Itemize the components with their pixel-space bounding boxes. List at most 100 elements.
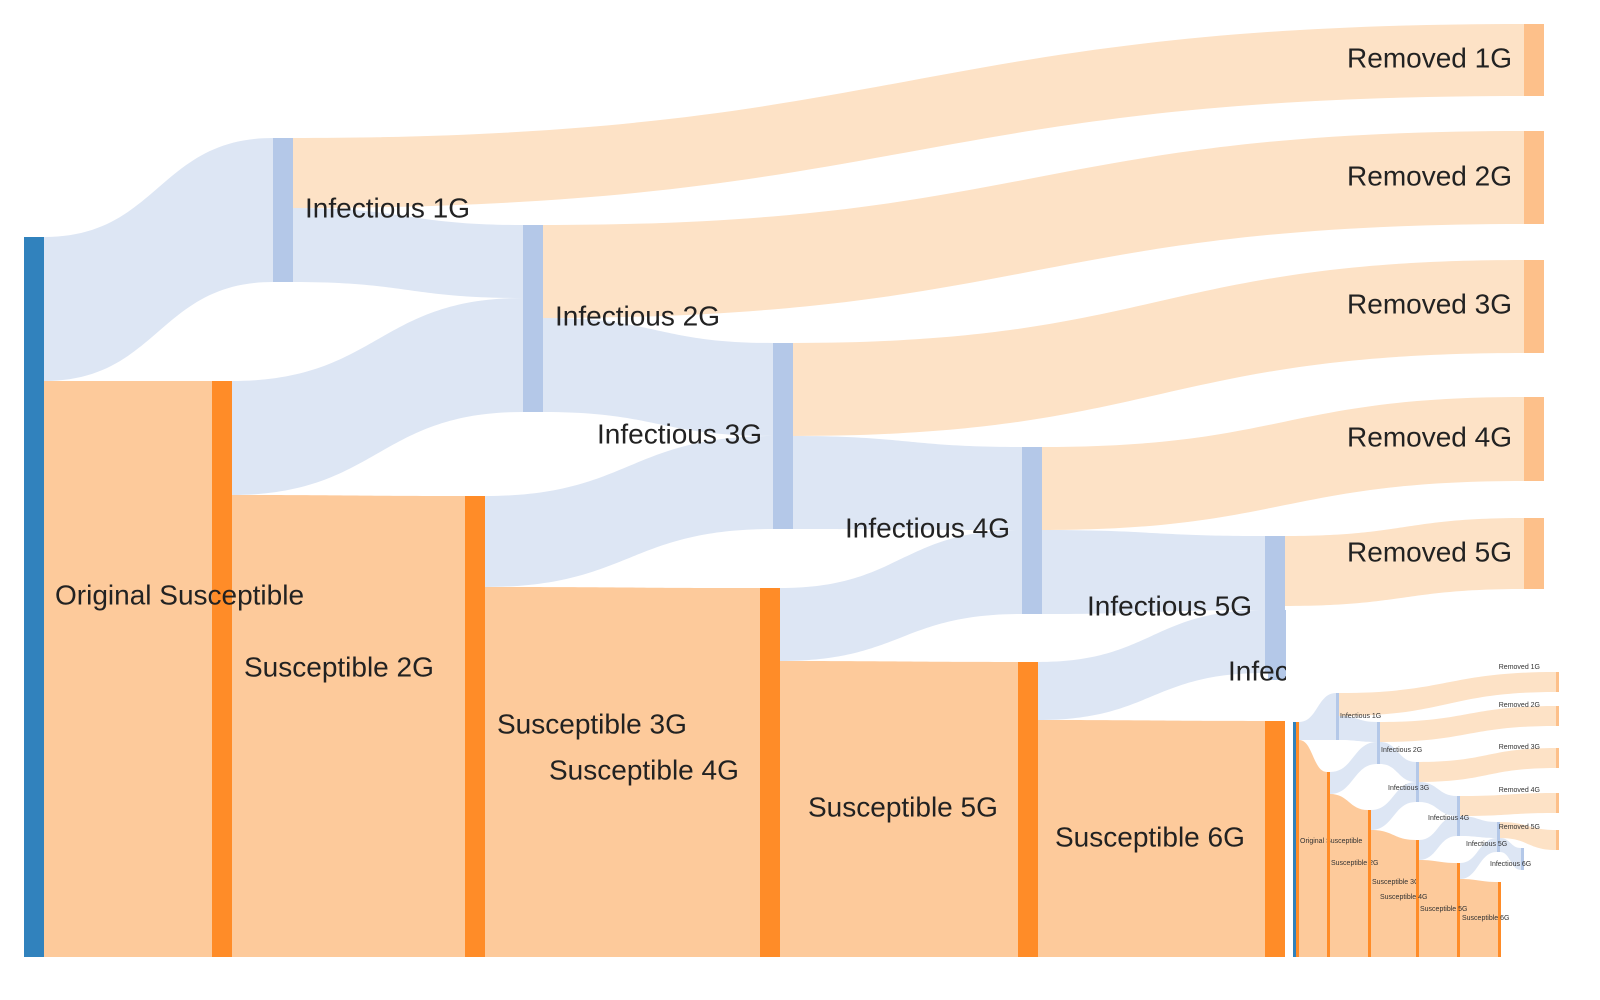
inset-label-i1: Infectious 1G <box>1340 713 1381 720</box>
sankey-labels: Original Susceptible Susceptible 2G Suscep… <box>55 42 1512 852</box>
inset-link-i5-to-i6 <box>1500 838 1521 870</box>
label-r2: Removed 2G <box>1347 160 1512 191</box>
inset-node-s2 <box>1327 772 1330 957</box>
node-r3 <box>1524 260 1544 353</box>
sankey-nodes <box>24 24 1544 957</box>
link-i4-to-r4 <box>1042 397 1524 530</box>
node-i2 <box>523 225 543 412</box>
inset-label-i6: Infectious 6G <box>1490 861 1531 868</box>
inset-label-r2: Removed 2G <box>1499 702 1540 709</box>
inset-link-i1-to-i2 <box>1339 716 1377 742</box>
node-r1 <box>1524 24 1544 96</box>
node-i3 <box>773 343 793 529</box>
node-i1 <box>273 138 293 282</box>
label-s5: Susceptible 5G <box>808 791 998 822</box>
inset-node-r4 <box>1556 793 1559 813</box>
node-r4 <box>1524 397 1544 481</box>
link-i3-to-r3 <box>793 260 1524 436</box>
link-s1-to-i2 <box>232 298 523 495</box>
inset-node-r5 <box>1556 830 1559 850</box>
label-s6: Susceptible 6G <box>1055 821 1245 852</box>
inset-link-i5-to-r5 <box>1500 822 1556 850</box>
inset-label-s1: Original Susceptible <box>1300 838 1362 845</box>
inset-node-r1 <box>1556 672 1559 692</box>
link-root-to-i1 <box>44 138 273 381</box>
link-s4-to-i5 <box>1038 610 1265 720</box>
label-r1: Removed 1G <box>1347 42 1512 73</box>
link-root-to-s1 <box>44 381 212 957</box>
link-s3-to-i4 <box>780 530 1022 661</box>
inset-node-i2 <box>1377 722 1380 764</box>
node-s3 <box>760 588 780 957</box>
inset-label-s6: Susceptible 6G <box>1462 915 1509 922</box>
inset-label-s2: Susceptible 2G <box>1331 860 1378 867</box>
inset-label-i5: Infectious 5G <box>1466 841 1507 848</box>
inset-link-s2-to-s3 <box>1330 794 1368 957</box>
sankey-links <box>44 24 1524 957</box>
inset-label-i3: Infectious 3G <box>1388 785 1429 792</box>
label-i3: Infectious 3G <box>597 418 762 449</box>
label-s1: Original Susceptible <box>55 579 304 610</box>
inset-link-s5-to-i5 <box>1460 838 1497 879</box>
label-i4: Infectious 4G <box>845 512 1010 543</box>
node-s1 <box>212 381 232 957</box>
inset-label-s4: Susceptible 4G <box>1380 894 1427 901</box>
inset-link-s5-to-s6 <box>1460 879 1498 957</box>
inset-node-s4 <box>1416 840 1419 957</box>
node-s2 <box>465 496 485 957</box>
inset-node-i3 <box>1416 762 1419 802</box>
label-i2: Infectious 2G <box>555 300 720 331</box>
inset-node-i6 <box>1521 848 1524 870</box>
node-i6 <box>1268 610 1288 680</box>
inset-link-i1-to-r1 <box>1339 672 1556 716</box>
inset-node-root <box>1293 722 1296 957</box>
inset-label-r4: Removed 4G <box>1499 787 1540 794</box>
label-r3: Removed 3G <box>1347 288 1512 319</box>
link-i3-to-i4 <box>793 436 1022 530</box>
node-root <box>24 237 44 957</box>
link-s1-to-s2 <box>232 495 465 957</box>
label-i5: Infectious 5G <box>1087 590 1252 621</box>
inset-node-r2 <box>1556 706 1559 726</box>
inset-link-s1-to-s2 <box>1299 740 1327 957</box>
inset-node-r3 <box>1556 748 1559 768</box>
label-s3: Susceptible 3G <box>497 708 687 739</box>
label-r4: Removed 4G <box>1347 421 1512 452</box>
inset-label-i4: Infectious 4G <box>1428 815 1469 822</box>
inset-link-s3-to-s4 <box>1371 830 1416 957</box>
link-i1-to-i2 <box>293 208 523 298</box>
inset-link-i2-to-r2 <box>1380 706 1556 742</box>
inset-label-s3: Susceptible 3G <box>1372 879 1419 886</box>
label-s2: Susceptible 2G <box>244 651 434 682</box>
link-s4-to-s5 <box>1038 720 1265 957</box>
inset-link-i3-to-r3 <box>1419 748 1556 782</box>
label-i1: Infectious 1G <box>305 192 470 223</box>
inset-label-r5: Removed 5G <box>1499 824 1540 831</box>
node-s4 <box>1018 662 1038 957</box>
inset-node-s5 <box>1457 863 1460 957</box>
inset-node-s1 <box>1296 722 1299 957</box>
inset-link-s2-to-i2 <box>1330 742 1377 794</box>
node-i4 <box>1022 447 1042 614</box>
node-r5 <box>1524 518 1544 589</box>
label-i6: Infec <box>1228 655 1289 686</box>
inset-link-i4-to-i5 <box>1460 816 1497 838</box>
link-i2-to-r2 <box>543 131 1524 318</box>
inset-node-s3 <box>1368 810 1371 957</box>
inset-label-i2: Infectious 2G <box>1381 747 1422 754</box>
inset-link-i4-to-r4 <box>1460 793 1556 816</box>
link-i1-to-r1 <box>293 24 1524 208</box>
inset-link-i3-to-i4 <box>1419 782 1457 816</box>
label-s4: Susceptible 4G <box>549 754 739 785</box>
link-i4-to-i5 <box>1042 530 1265 614</box>
link-i5-to-r5 <box>1285 518 1524 606</box>
link-s2-to-i3 <box>485 436 773 587</box>
sankey-inset: Original Susceptible Susceptible 2G Suscep… <box>1286 606 1600 1000</box>
inset-link-i2-to-i3 <box>1380 742 1416 782</box>
label-r5: Removed 5G <box>1347 536 1512 567</box>
inset-node-i4 <box>1457 796 1460 836</box>
node-r2 <box>1524 131 1544 224</box>
link-i2-to-i3 <box>543 318 773 436</box>
inset-label-s5: Susceptible 5G <box>1420 906 1467 913</box>
